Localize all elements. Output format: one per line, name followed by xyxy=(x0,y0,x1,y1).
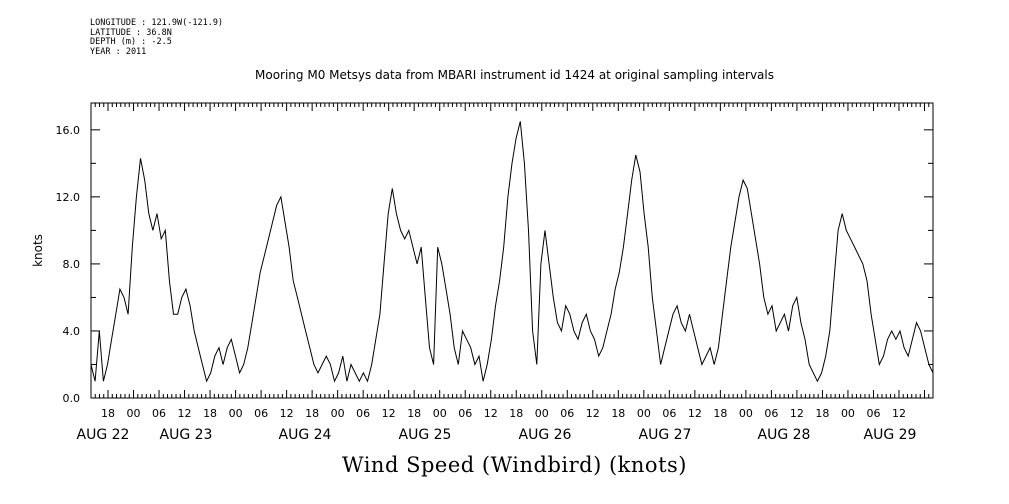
longitude-label: LONGITUDE : 121.9W(-121.9) xyxy=(90,18,224,28)
x-date-label: AUG 25 xyxy=(399,427,452,443)
series-line xyxy=(90,121,934,383)
y-tick-label: 0.0 xyxy=(63,392,81,405)
x-hour-label: 00 xyxy=(229,407,243,420)
x-hour-label: 06 xyxy=(152,407,166,420)
x-hour-label: 12 xyxy=(484,407,498,420)
x-date-label: AUG 28 xyxy=(758,427,811,443)
x-hour-label: 06 xyxy=(356,407,370,420)
x-date-label: AUG 27 xyxy=(639,427,692,443)
x-hour-label: 18 xyxy=(407,407,421,420)
x-hour-label: 06 xyxy=(458,407,472,420)
chart-title: Mooring M0 Metsys data from MBARI instru… xyxy=(255,68,774,82)
x-date-label: AUG 23 xyxy=(160,427,213,443)
x-hour-label: 00 xyxy=(433,407,447,420)
x-hour-label: 00 xyxy=(127,407,141,420)
y-axis-label: knots xyxy=(31,234,45,267)
x-hour-label: 06 xyxy=(560,407,574,420)
year-label: YEAR : 2011 xyxy=(90,46,147,57)
x-axis-title: Wind Speed (Windbird) (knots) xyxy=(342,453,687,477)
x-hour-label: 06 xyxy=(662,407,676,420)
x-hour-label: 00 xyxy=(535,407,549,420)
x-hour-label: 18 xyxy=(305,407,319,420)
latitude-label: LATITUDE : 36.8N xyxy=(90,27,172,38)
x-date-label: AUG 22 xyxy=(77,427,130,443)
x-hour-label: 00 xyxy=(637,407,651,420)
x-hour-label: 12 xyxy=(790,407,804,420)
x-date-label: AUG 26 xyxy=(519,427,572,443)
x-hour-label: 18 xyxy=(611,407,625,420)
x-hour-label: 18 xyxy=(203,407,217,420)
y-tick-label: 12.0 xyxy=(56,191,81,204)
x-hour-label: 00 xyxy=(331,407,345,420)
depth-label: DEPTH (m) : -2.5 xyxy=(90,37,172,47)
x-date-label: AUG 29 xyxy=(864,427,917,443)
x-hour-label: 06 xyxy=(764,407,778,420)
x-hour-label: 18 xyxy=(509,407,523,420)
x-hour-label: 00 xyxy=(841,407,855,420)
plot-frame xyxy=(90,102,934,399)
x-hour-label: 12 xyxy=(280,407,294,420)
x-hour-label: 12 xyxy=(586,407,600,420)
x-hour-label: 12 xyxy=(382,407,396,420)
x-hour-label: 12 xyxy=(892,407,906,420)
y-tick-label: 4.0 xyxy=(63,325,81,338)
x-hour-label: 06 xyxy=(866,407,880,420)
x-hour-label: 18 xyxy=(713,407,727,420)
x-hour-label: 18 xyxy=(101,407,115,420)
station-metadata: LONGITUDE : 121.9W(-121.9) LATITUDE : 36… xyxy=(90,18,224,57)
x-date-label: AUG 24 xyxy=(279,427,332,443)
x-hour-label: 12 xyxy=(178,407,192,420)
x-hour-label: 00 xyxy=(739,407,753,420)
y-tick-label: 16.0 xyxy=(56,124,81,137)
x-hour-label: 06 xyxy=(254,407,268,420)
y-tick-label: 8.0 xyxy=(63,258,81,271)
x-hour-label: 12 xyxy=(688,407,702,420)
x-hour-label: 18 xyxy=(815,407,829,420)
